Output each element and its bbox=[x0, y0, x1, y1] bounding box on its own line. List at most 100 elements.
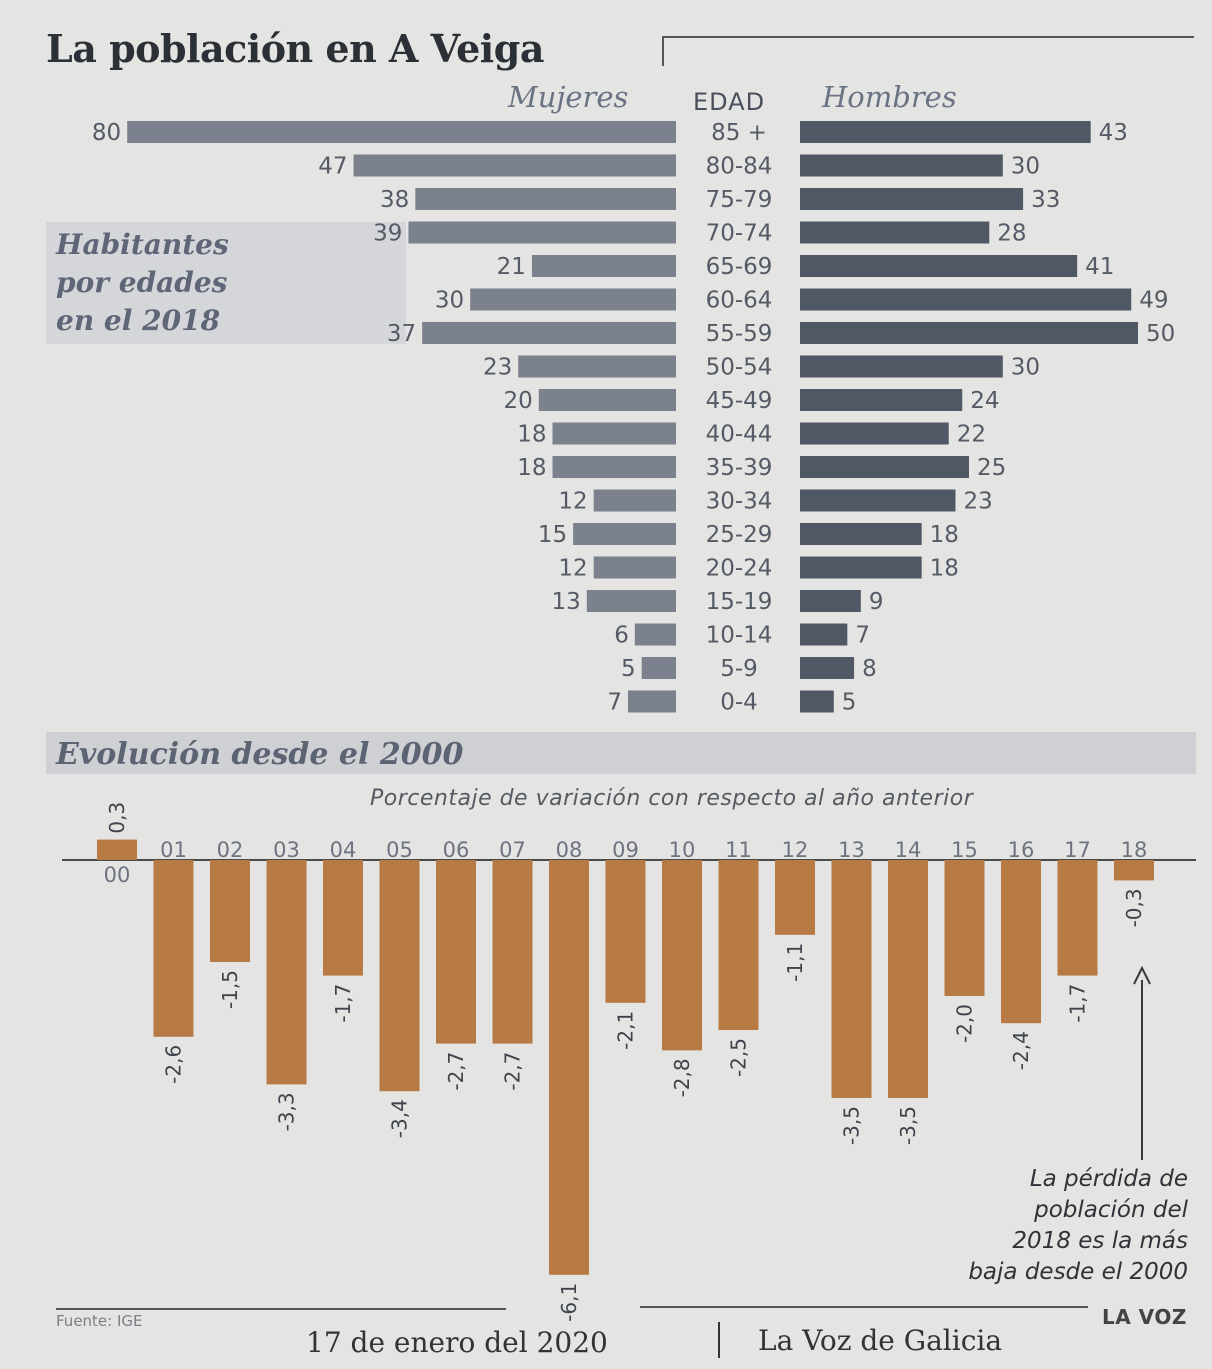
women-value-label: 15 bbox=[538, 522, 567, 548]
brand-label: LA VOZ bbox=[1102, 1305, 1187, 1329]
year-label: 03 bbox=[273, 838, 300, 862]
year-label: 02 bbox=[217, 838, 244, 862]
age-group-label: 70-74 bbox=[706, 221, 773, 247]
women-value-label: 13 bbox=[552, 589, 581, 615]
men-value-label: 23 bbox=[963, 489, 992, 515]
evolution-band bbox=[46, 732, 1196, 774]
value-label: -2,7 bbox=[444, 1052, 468, 1091]
side-label-line-2: por edades bbox=[56, 266, 228, 299]
women-bar bbox=[127, 121, 676, 143]
evolution-bar bbox=[266, 860, 307, 1085]
value-label: -3,3 bbox=[275, 1092, 299, 1131]
women-value-label: 12 bbox=[558, 489, 587, 515]
footer-date: 17 de enero del 2020 bbox=[306, 1326, 608, 1359]
footer-paper: La Voz de Galicia bbox=[758, 1324, 1003, 1357]
women-value-label: 39 bbox=[373, 221, 402, 247]
men-bar bbox=[800, 288, 1132, 311]
women-value-label: 37 bbox=[387, 321, 416, 347]
men-value-label: 18 bbox=[930, 556, 959, 582]
men-bar bbox=[800, 523, 922, 545]
evolution-bar bbox=[492, 860, 533, 1044]
footer-rule-left bbox=[56, 1308, 506, 1310]
women-value-label: 38 bbox=[380, 187, 409, 213]
year-label: 01 bbox=[160, 838, 187, 862]
footer-separator bbox=[718, 1322, 720, 1358]
men-bar bbox=[800, 221, 990, 244]
value-label: -2,0 bbox=[953, 1004, 977, 1043]
year-label: 09 bbox=[612, 838, 639, 862]
women-header: Mujeres bbox=[508, 80, 629, 114]
evolution-bar bbox=[323, 860, 363, 976]
women-bar bbox=[627, 690, 676, 713]
value-label: -1,7 bbox=[1066, 984, 1090, 1023]
men-header: Hombres bbox=[822, 80, 957, 114]
women-bar bbox=[538, 389, 676, 411]
men-value-label: 9 bbox=[869, 589, 884, 615]
year-label: 07 bbox=[499, 838, 526, 862]
note-line-2: población del bbox=[1034, 1197, 1188, 1223]
age-group-label: 10-14 bbox=[706, 623, 773, 649]
men-value-label: 5 bbox=[842, 690, 857, 716]
age-group-label: 85 + bbox=[711, 120, 767, 146]
evolution-bar bbox=[1057, 860, 1098, 976]
women-bar bbox=[518, 355, 676, 378]
note-line-4: baja desde el 2000 bbox=[968, 1259, 1188, 1285]
women-value-label: 30 bbox=[435, 288, 464, 314]
year-label: 05 bbox=[386, 838, 413, 862]
value-label: -0,3 bbox=[1122, 888, 1146, 927]
women-bar bbox=[593, 489, 676, 512]
year-label: 08 bbox=[556, 838, 583, 862]
age-group-label: 40-44 bbox=[706, 422, 773, 448]
evolution-bar bbox=[1001, 860, 1041, 1024]
men-bar bbox=[800, 422, 949, 445]
women-bar bbox=[415, 188, 676, 210]
men-value-label: 30 bbox=[1011, 154, 1040, 180]
source-label: Fuente: IGE bbox=[56, 1312, 143, 1330]
age-group-label: 65-69 bbox=[706, 254, 773, 280]
age-header: EDAD bbox=[693, 88, 766, 116]
year-label: 04 bbox=[330, 838, 357, 862]
men-bar bbox=[800, 389, 963, 411]
evolution-bar bbox=[662, 860, 702, 1051]
men-bar bbox=[800, 556, 922, 579]
women-bar bbox=[531, 255, 676, 277]
men-bar bbox=[800, 121, 1091, 143]
men-value-label: 41 bbox=[1085, 254, 1114, 280]
footer-rule-right bbox=[640, 1306, 1088, 1308]
women-value-label: 80 bbox=[92, 120, 121, 146]
side-label-box bbox=[46, 222, 406, 344]
men-bar bbox=[800, 657, 855, 679]
men-bar bbox=[800, 154, 1003, 177]
age-group-label: 25-29 bbox=[706, 522, 773, 548]
women-bar bbox=[573, 523, 676, 545]
women-value-label: 7 bbox=[607, 690, 622, 716]
men-bar bbox=[800, 322, 1138, 344]
value-label: -2,7 bbox=[501, 1052, 525, 1091]
value-label: -6,1 bbox=[557, 1283, 581, 1322]
women-bar bbox=[470, 288, 676, 311]
women-bar bbox=[408, 221, 676, 244]
value-label: -3,5 bbox=[840, 1106, 864, 1145]
men-value-label: 22 bbox=[957, 422, 986, 448]
age-group-label: 0-4 bbox=[720, 690, 758, 716]
women-bar bbox=[552, 422, 676, 445]
men-bar bbox=[800, 355, 1003, 378]
men-bar bbox=[800, 489, 956, 512]
age-group-label: 20-24 bbox=[706, 556, 773, 582]
year-label: 17 bbox=[1064, 838, 1091, 862]
men-value-label: 7 bbox=[855, 623, 870, 649]
women-value-label: 47 bbox=[318, 154, 347, 180]
year-label: 13 bbox=[838, 838, 865, 862]
evolution-bar bbox=[1114, 860, 1154, 881]
men-value-label: 24 bbox=[970, 388, 999, 414]
year-label: 00 bbox=[104, 863, 131, 887]
note-line-1: La pérdida de bbox=[1029, 1166, 1188, 1192]
value-label: -2,8 bbox=[670, 1058, 694, 1097]
age-group-label: 35-39 bbox=[706, 455, 773, 481]
women-value-label: 12 bbox=[558, 556, 587, 582]
evolution-bar bbox=[718, 860, 759, 1030]
evolution-bar bbox=[831, 860, 872, 1098]
year-label: 11 bbox=[725, 838, 752, 862]
value-label: -1,1 bbox=[783, 943, 807, 982]
